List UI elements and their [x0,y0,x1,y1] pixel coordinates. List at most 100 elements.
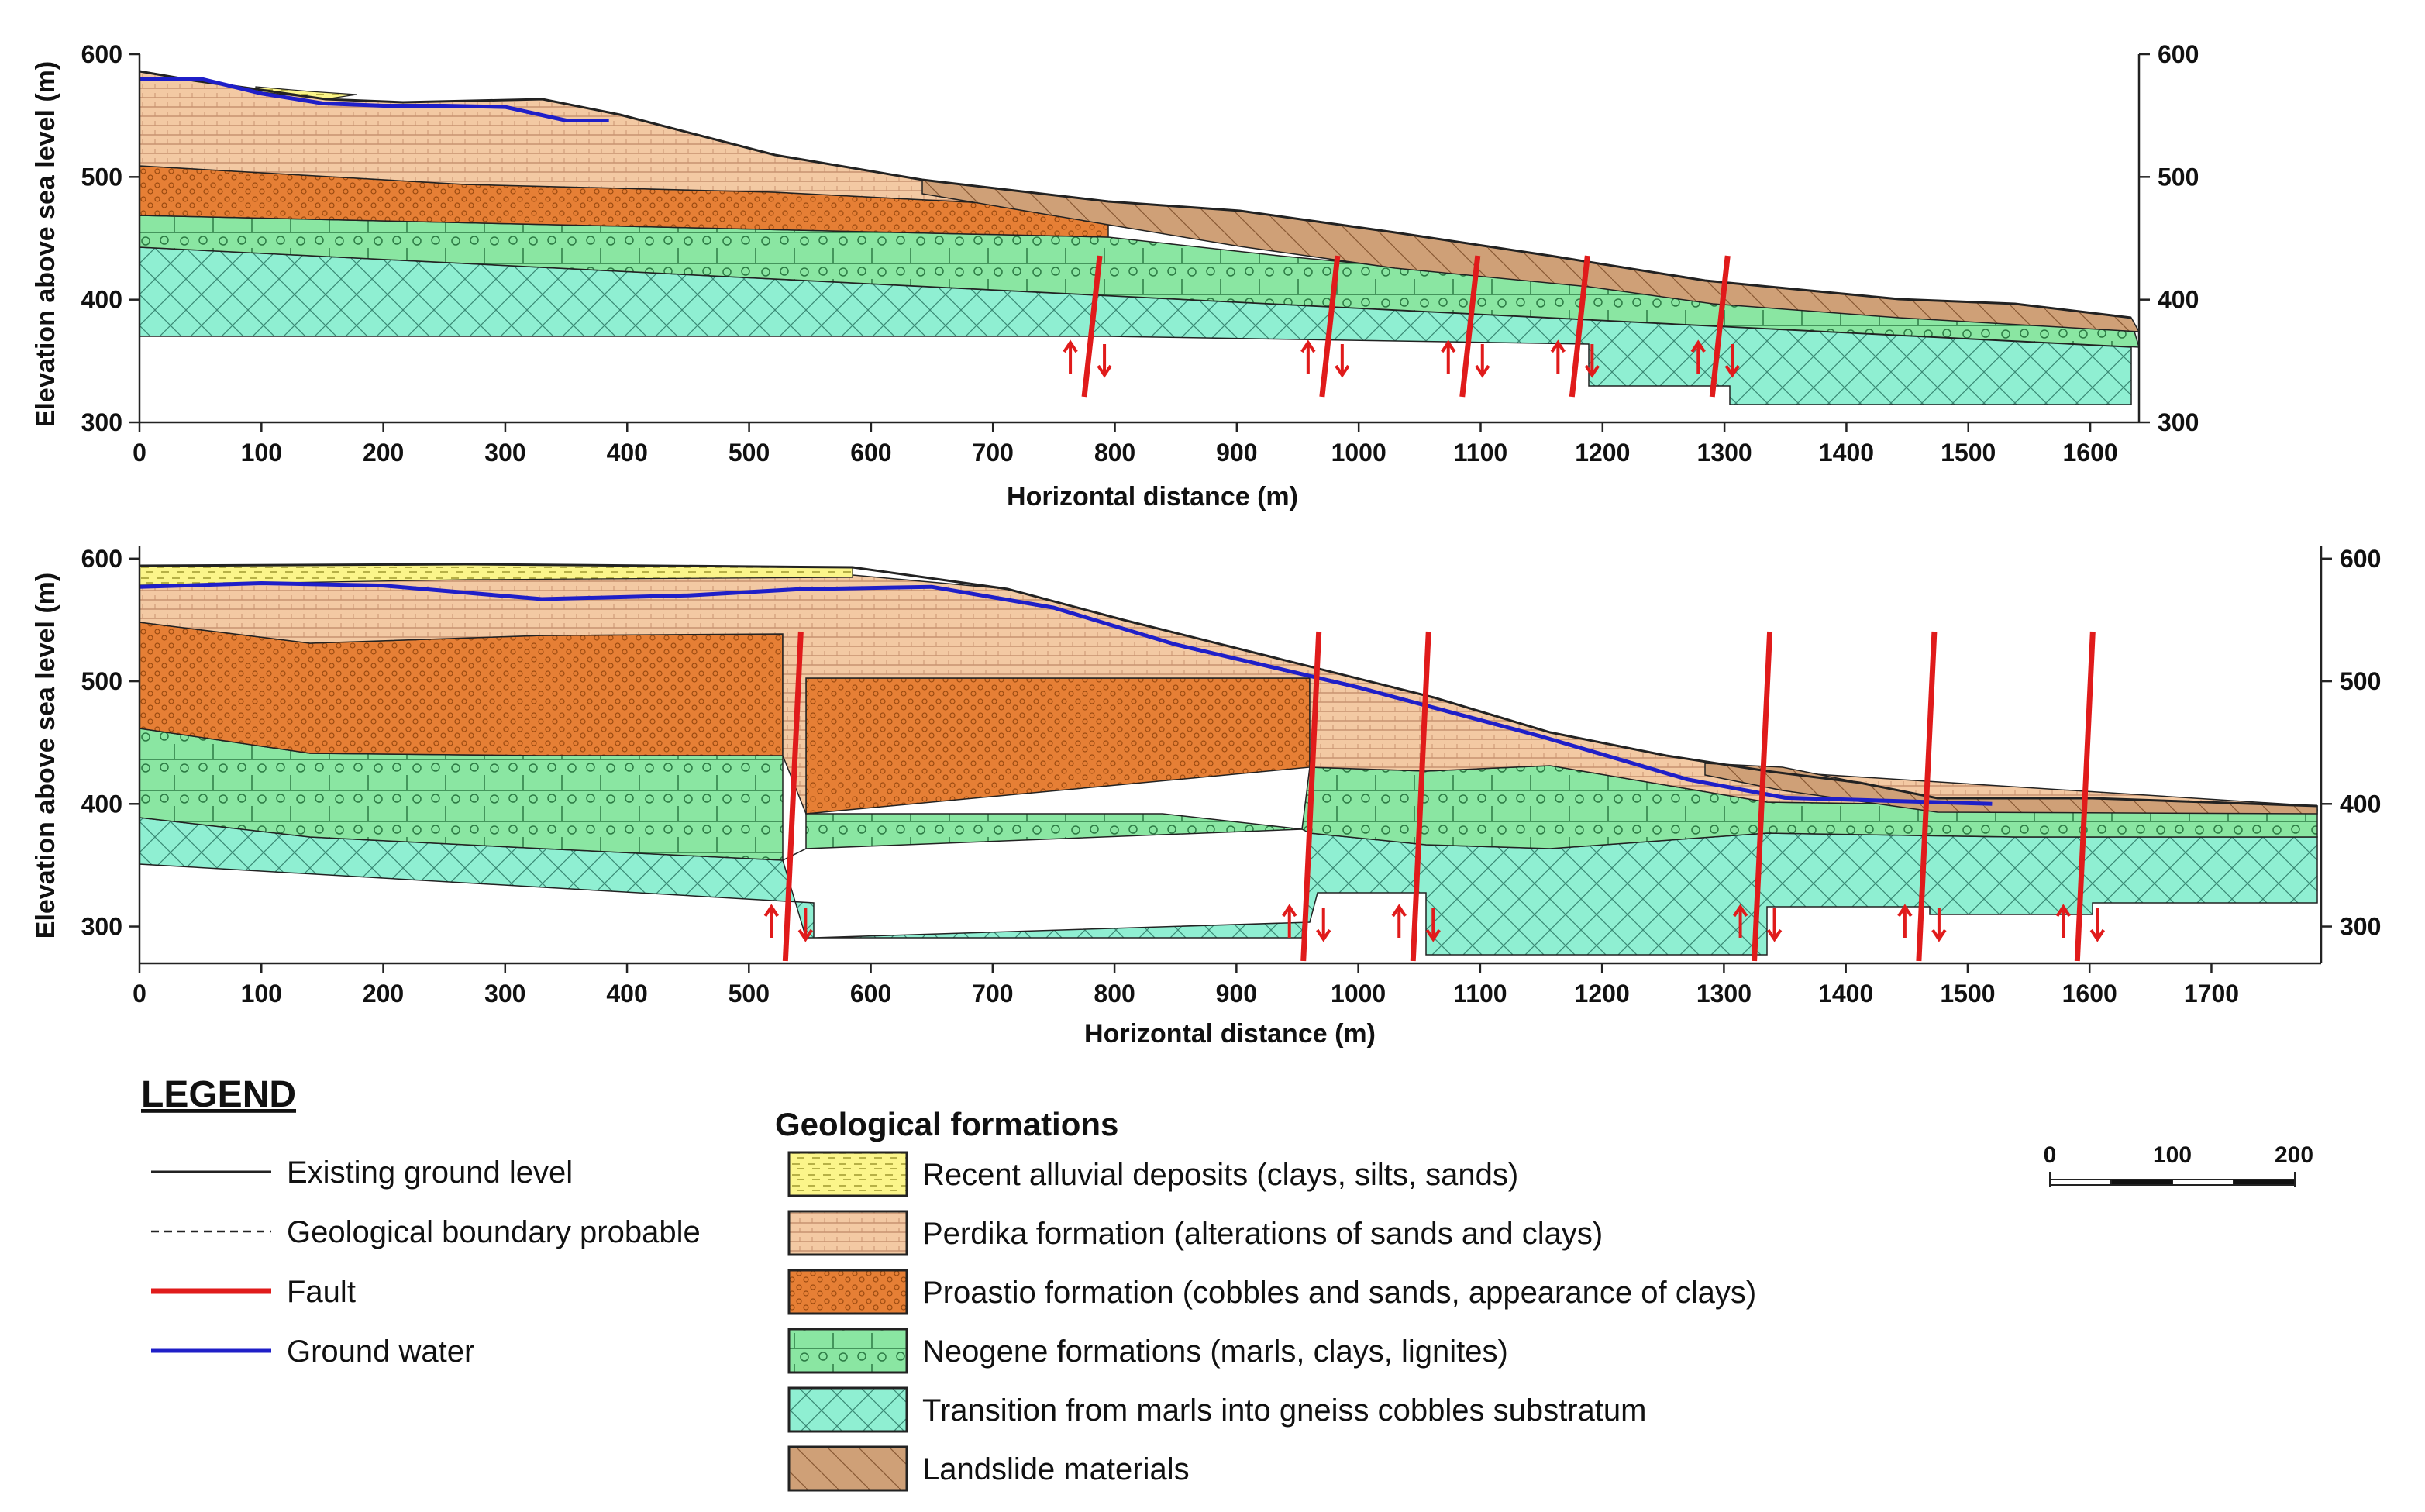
legend-line-groundwater-label: Ground water [287,1335,474,1369]
bottom-y-tick-label-left-500: 500 [81,667,122,695]
top-x-tick-label-1600: 1600 [2062,439,2117,467]
top-faults [1063,255,1740,398]
top-x-tick-label-1500: 1500 [1941,439,1996,467]
legend-line-boundary-label: Geological boundary probable [287,1215,701,1249]
bottom-fault-1-arrow-up-icon [763,904,780,938]
top-x-axis-title: Horizontal distance (m) [1007,482,1298,511]
bottom-x-tick-label-600: 600 [850,980,891,1007]
bottom-plot-area [139,563,2318,956]
top-fault-2-arrow-down-icon [1335,344,1350,378]
bottom-fault-1-arrow-down-icon [797,908,814,942]
top-fault-5-arrow-up-icon [1690,339,1706,374]
top-y-tick-label-left-300: 300 [81,408,122,436]
bottom-fault-5-arrow-down-icon [1931,908,1947,942]
bottom-x-tick-label-300: 300 [484,980,525,1007]
bottom-x-axis-title: Horizontal distance (m) [1084,1019,1376,1049]
top-y-ticks: 300 300 400 400 500 500 600 600 [81,40,2199,436]
bottom-y-tick-label-left-400: 400 [81,790,122,818]
top-fault-3-arrow-up-icon [1441,339,1456,374]
top-axes [138,54,2141,424]
top-fault-5-arrow-down-icon [1724,344,1740,378]
bottom-y-axis-title: Elevation above sea level (m) [31,573,60,939]
formations-title: Geological formations [775,1106,1118,1142]
bottom-axes [138,546,2323,965]
bottom-x-tick-label-100: 100 [241,980,282,1007]
bottom-x-tick-label-800: 800 [1094,980,1135,1007]
bottom-faults [763,631,2106,962]
bottom-fault-6-arrow-down-icon [2089,908,2106,942]
bottom-y-ticks: 300 300 400 400 500 500 600 600 [81,545,2382,941]
top-x-tick-label-200: 200 [363,439,404,467]
bottom-y-tick-label-right-300: 300 [2340,913,2381,941]
legend-line-boundary: Geological boundary probable [151,1215,701,1249]
top-ground-line [139,70,2132,319]
bottom-x-ticks: 0 100 200 300 400 500 600 700 800 900 1000 1100 1200… [133,963,2239,1007]
legend-neogene: Neogene formations (marls, clays, lignit… [787,1328,1508,1374]
scale-label-100: 100 [2153,1142,2192,1168]
bottom-x-tick-label-1700: 1700 [2184,980,2239,1007]
legend-landslide: Landslide materials [787,1445,1190,1492]
legend-proastio: Proastio formation (cobbles and sands, a… [787,1269,1756,1315]
bottom-fault-4 [1752,631,1773,962]
bottom-fault-1 [782,631,804,962]
top-y-tick-label-right-500: 500 [2158,163,2199,191]
bottom-proastio-block [805,677,1311,815]
top-y-tick-label-left-400: 400 [81,286,122,314]
bottom-y-tick-label-left-300: 300 [81,913,122,941]
bottom-fault-2-arrow-up-icon [1282,904,1297,938]
top-x-tick-label-600: 600 [850,439,891,467]
top-plot-area [139,70,2141,405]
bottom-x-tick-label-1000: 1000 [1331,980,1386,1007]
bottom-x-tick-label-0: 0 [133,980,146,1007]
bottom-x-tick-label-200: 200 [363,980,404,1007]
legend-alluvial: Recent alluvial deposits (clays, silts, … [787,1151,1518,1197]
bottom-fault-6-arrow-up-icon [2055,904,2072,938]
bottom-transition-layer [139,817,2318,956]
top-fault-1 [1081,255,1103,398]
bottom-x-tick-label-1500: 1500 [1940,980,1995,1007]
top-x-tick-label-400: 400 [607,439,648,467]
legend-title: LEGEND [141,1074,296,1115]
legend-line-fault-label: Fault [287,1275,356,1309]
top-fault-2-arrow-up-icon [1300,339,1316,374]
top-fault-5 [1709,255,1731,398]
legend-line-groundwater: Ground water [151,1335,474,1369]
legend-perdika-label: Perdika formation (alterations of sands … [922,1217,1603,1251]
bottom-x-tick-label-700: 700 [972,980,1013,1007]
bottom-x-tick-label-500: 500 [729,980,770,1007]
legend-line-fault: Fault [151,1275,356,1309]
bottom-groundwater-line [139,580,1993,806]
top-x-tick-label-1000: 1000 [1331,439,1386,467]
top-y-tick-label-right-300: 300 [2158,408,2199,436]
top-x-ticks: 0 100 200 300 400 500 600 700 800 900 1000 1100 1200… [133,422,2118,467]
legend-neogene-label: Neogene formations (marls, clays, lignit… [922,1335,1508,1369]
legend-perdika: Perdika formation (alterations of sands … [787,1210,1603,1256]
bottom-fault-4-arrow-down-icon [1766,908,1783,942]
legend-alluvial-label: Recent alluvial deposits (clays, silts, … [922,1158,1518,1192]
top-x-tick-label-100: 100 [241,439,282,467]
top-fault-4-arrow-down-icon [1584,344,1600,378]
top-x-tick-label-900: 900 [1216,439,1257,467]
bottom-y-tick-label-left-600: 600 [81,545,122,573]
top-y-tick-label-right-600: 600 [2158,40,2199,68]
legend-proastio-label: Proastio formation (cobbles and sands, a… [922,1276,1756,1310]
top-x-tick-label-0: 0 [133,439,146,467]
scale-label-0: 0 [2044,1142,2057,1168]
bottom-fault-5 [1916,631,1938,962]
bottom-fault-6 [2074,631,2096,962]
legend-line-ground-label: Existing ground level [287,1156,573,1190]
top-x-tick-label-700: 700 [973,439,1014,467]
bottom-x-tick-label-1600: 1600 [2062,980,2117,1007]
bottom-section: 0 100 200 300 400 500 600 700 800 900 1000 1100 1200… [31,545,2381,1049]
scale-bar: 0 100 200 [2044,1142,2313,1187]
top-fault-4-arrow-up-icon [1550,339,1566,374]
top-y-tick-label-left-500: 500 [81,163,122,191]
bottom-fault-5-arrow-up-icon [1897,904,1913,938]
legend-landslide-label: Landslide materials [922,1452,1190,1486]
top-x-tick-label-1100: 1100 [1454,439,1507,467]
legend-transition: Transition from marls into gneiss cobble… [787,1386,1646,1433]
top-fault-2 [1319,255,1341,398]
top-groundwater-line [140,77,609,122]
legend-transition-label: Transition from marls into gneiss cobble… [922,1393,1646,1428]
